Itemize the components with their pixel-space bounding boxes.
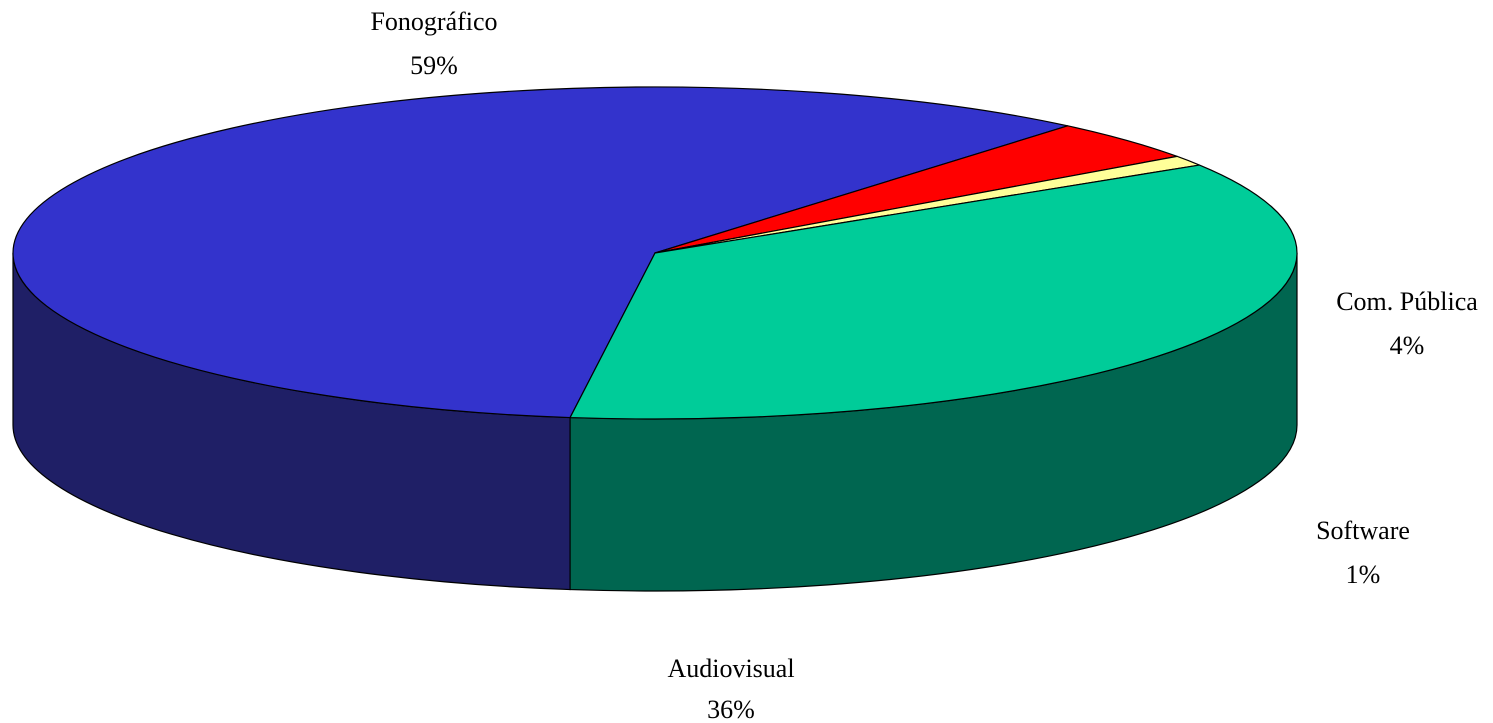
label-software-value: 1% — [1346, 560, 1381, 589]
label-audiovisual-name: Audiovisual — [667, 654, 794, 683]
label-audiovisual-value: 36% — [707, 695, 755, 723]
pie-slice-fonografico — [12, 86, 1069, 419]
pie-top-slices — [12, 86, 1298, 420]
label-fonografico-name: Fonográfico — [370, 7, 497, 36]
label-fonografico-value: 59% — [410, 51, 458, 80]
pie-slice-audiovisual — [569, 164, 1298, 420]
label-com-publica-value: 4% — [1390, 331, 1425, 360]
label-software-name: Software — [1316, 516, 1410, 545]
label-com-publica-name: Com. Pública — [1336, 287, 1478, 316]
